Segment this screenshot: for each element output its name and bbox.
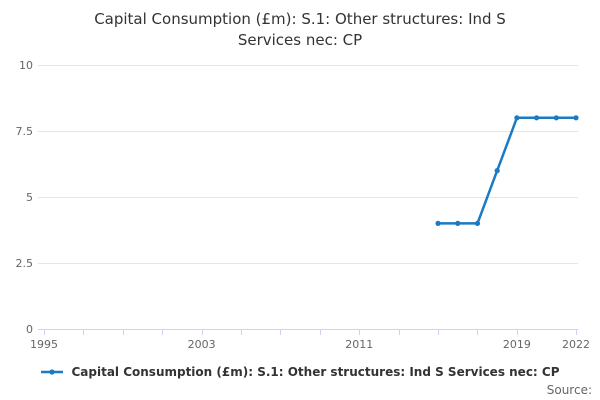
data-point-marker[interactable] (514, 115, 520, 121)
legend-line-marker-icon (41, 369, 64, 375)
data-point-marker[interactable] (474, 220, 481, 226)
data-point-marker[interactable] (573, 115, 579, 121)
y-tick-label: 2.5 (16, 257, 34, 270)
chart-title: Capital Consumption (£m): S.1: Other str… (0, 9, 600, 51)
data-point-marker[interactable] (494, 168, 500, 174)
series-line (436, 116, 578, 225)
chart-title-line1: Capital Consumption (£m): S.1: Other str… (94, 10, 506, 28)
y-tick-label: 0 (26, 323, 33, 336)
legend-item[interactable]: Capital Consumption (£m): S.1: Other str… (0, 362, 600, 382)
x-tick-label: 1995 (30, 338, 58, 351)
data-point-marker[interactable] (455, 220, 461, 226)
plot-area: 0 2.5 5 7.5 10 1995 2003 2011 2019 2022 (16, 59, 591, 351)
data-point-marker[interactable] (533, 115, 540, 121)
x-tick-label: 2022 (562, 338, 590, 351)
legend-label: Capital Consumption (£m): S.1: Other str… (71, 365, 560, 379)
data-point-marker[interactable] (553, 115, 559, 121)
data-point-marker[interactable] (435, 220, 441, 226)
source-text: Source: (546, 383, 592, 397)
y-tick-label: 5 (26, 191, 33, 204)
y-tick-label: 7.5 (16, 125, 34, 138)
y-tick-label: 10 (19, 59, 33, 72)
chart-title-line2: Services nec: CP (237, 31, 363, 49)
x-tick-label: 2003 (188, 338, 216, 351)
x-tick-label: 2011 (345, 338, 373, 351)
x-tick-label: 2019 (503, 338, 531, 351)
